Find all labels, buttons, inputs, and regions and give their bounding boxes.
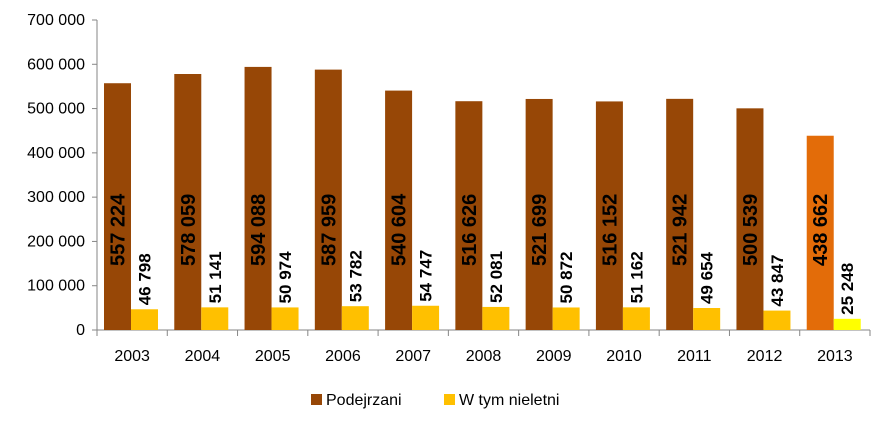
data-label-podejrzani: 594 088: [248, 194, 270, 266]
data-label-podejrzani: 540 604: [389, 193, 411, 266]
legend-swatch-podejrzani: [311, 394, 322, 405]
y-tick-label: 200 000: [27, 233, 85, 250]
legend-swatch-w-tym-nieletni: [444, 394, 455, 405]
bars: [104, 66, 861, 331]
bar-w-tym-nieletni: [341, 306, 369, 330]
data-label-w-tym-nieletni: 50 974: [276, 251, 295, 304]
x-tick-label: 2005: [255, 348, 291, 365]
y-tick-label: 0: [76, 322, 85, 339]
data-label-w-tym-nieletni: 49 654: [698, 251, 717, 304]
data-label-w-tym-nieletni: 46 798: [136, 253, 155, 305]
x-tick-label: 2012: [747, 348, 783, 365]
y-tick-label: 400 000: [27, 145, 85, 162]
bar-podejrzani: [244, 66, 272, 331]
bar-podejrzani: [806, 135, 834, 330]
bar-w-tym-nieletni: [271, 307, 299, 330]
data-label-podejrzani: 578 059: [178, 194, 200, 266]
data-label-w-tym-nieletni: 25 248: [838, 263, 857, 315]
y-tick-label: 100 000: [27, 278, 85, 295]
bar-w-tym-nieletni: [763, 310, 791, 330]
data-label-podejrzani: 516 626: [459, 194, 481, 266]
x-tick-label: 2009: [536, 348, 572, 365]
bar-podejrzani: [455, 101, 483, 330]
data-label-podejrzani: 521 942: [670, 194, 692, 266]
bar-podejrzani: [525, 98, 553, 330]
x-tick-label: 2010: [606, 348, 642, 365]
bar-podejrzani: [385, 90, 413, 330]
y-tick-label: 700 000: [27, 12, 85, 29]
data-label-podejrzani: 521 699: [529, 194, 551, 266]
bar-w-tym-nieletni: [412, 305, 440, 330]
data-labels: 557 224 46 798 578 059 51 141 594 088 50 974 5…: [108, 193, 858, 315]
x-tick-label: 2006: [325, 348, 361, 365]
bar-podejrzani: [104, 83, 131, 330]
data-label-w-tym-nieletni: 54 747: [417, 250, 436, 302]
legend: Podejrzani W tym nieletni: [311, 392, 559, 409]
x-tick-label: 2008: [466, 348, 502, 365]
data-label-podejrzani: 587 959: [318, 194, 340, 266]
bar-w-tym-nieletni: [201, 307, 229, 330]
data-label-podejrzani: 438 662: [810, 194, 832, 266]
y-tick-label: 600 000: [27, 56, 85, 73]
bar-podejrzani: [666, 98, 694, 331]
bar-w-tym-nieletni: [693, 308, 721, 330]
bar-w-tym-nieletni: [131, 309, 158, 330]
bar-w-tym-nieletni: [482, 306, 510, 330]
bar-podejrzani: [174, 74, 202, 330]
x-tick-label: 2011: [677, 348, 712, 365]
data-label-w-tym-nieletni: 51 162: [627, 251, 646, 303]
legend-label-podejrzani: Podejrzani: [326, 392, 402, 409]
bar-w-tym-nieletni: [552, 307, 580, 330]
x-tick-label: 2013: [817, 348, 853, 365]
x-tick-label: 2003: [114, 348, 150, 365]
data-label-w-tym-nieletni: 52 081: [487, 251, 506, 303]
y-tick-label: 300 000: [27, 189, 85, 206]
data-label-w-tym-nieletni: 51 141: [206, 251, 225, 303]
data-label-w-tym-nieletni: 53 782: [346, 250, 365, 302]
bar-podejrzani: [736, 108, 764, 330]
legend-label-w-tym-nieletni: W tym nieletni: [459, 392, 559, 409]
x-tick-label: 2007: [395, 348, 431, 365]
bar-podejrzani: [314, 69, 342, 330]
bar-w-tym-nieletni: [833, 318, 861, 330]
data-label-podejrzani: 500 539: [740, 194, 762, 266]
data-label-w-tym-nieletni: 50 872: [557, 251, 576, 303]
data-label-podejrzani: 516 152: [599, 194, 621, 266]
bar-podejrzani: [595, 101, 623, 331]
data-label-w-tym-nieletni: 43 847: [768, 255, 787, 307]
data-label-podejrzani: 557 224: [108, 193, 130, 266]
axes: 0 100 000 200 000 300 000 400 000 500 000 600 …: [27, 12, 871, 365]
bar-w-tym-nieletni: [622, 307, 650, 330]
y-tick-label: 500 000: [27, 101, 85, 118]
x-tick-label: 2004: [185, 348, 221, 365]
